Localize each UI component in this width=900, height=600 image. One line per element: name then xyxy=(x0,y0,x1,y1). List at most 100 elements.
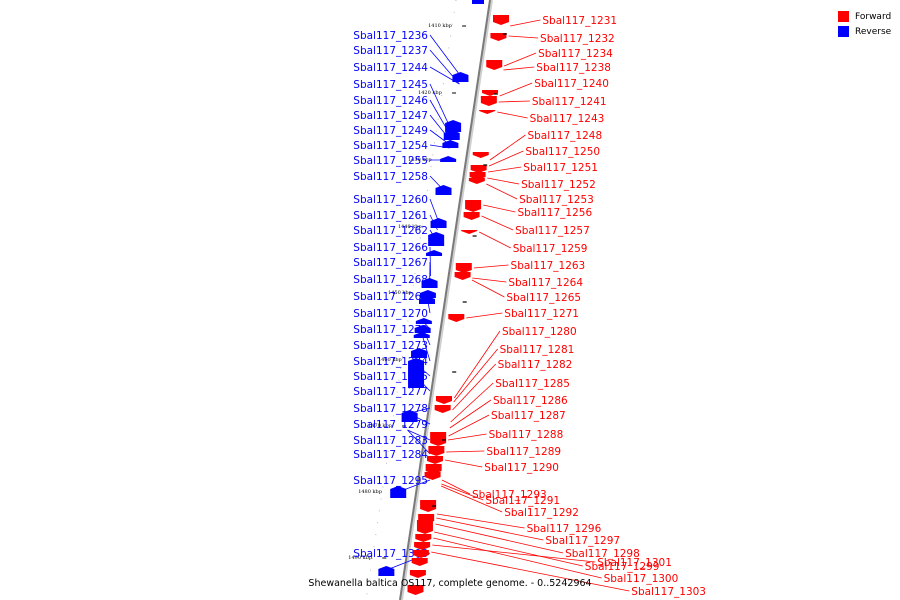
reverse-gene-label: Sbal117_1270 xyxy=(353,308,428,320)
forward-gene-connector xyxy=(479,231,511,249)
forward-gene-label: Sbal117_1238 xyxy=(536,62,611,74)
forward-gene-connector xyxy=(441,483,484,501)
reverse-gene-label: Sbal117_1245 xyxy=(353,79,428,91)
forward-gene-feature xyxy=(424,472,441,480)
forward-gene-feature xyxy=(425,464,442,474)
forward-gene-label: Sbal117_1285 xyxy=(495,378,570,390)
reverse-gene-feature xyxy=(419,290,436,298)
forward-gene-label: Sbal117_1257 xyxy=(515,225,590,237)
legend-forward-swatch xyxy=(838,11,849,22)
reverse-gene-connector xyxy=(407,429,431,441)
reverse-gene-label: Sbal117_1267 xyxy=(353,257,428,269)
reverse-gene-label: Sbal117_1255 xyxy=(353,155,428,167)
reverse-gene-label: Sbal117_1284 xyxy=(353,449,428,461)
reverse-gene-connector xyxy=(421,333,431,362)
forward-gene-label: Sbal117_1256 xyxy=(517,207,592,219)
forward-gene-connector xyxy=(471,279,505,298)
forward-gene-feature xyxy=(412,550,429,558)
legend-reverse-label: Reverse xyxy=(855,26,892,37)
forward-gene-feature xyxy=(430,432,447,446)
genome-caption: Shewanella baltica OS117, complete genom… xyxy=(308,578,592,589)
forward-gene-connector xyxy=(486,183,518,200)
forward-gene-connector xyxy=(434,531,583,567)
forward-gene-connector xyxy=(466,312,503,319)
reverse-gene-label: Sbal117_1262 xyxy=(353,225,428,237)
forward-gene-feature xyxy=(486,60,503,70)
forward-gene-label: Sbal117_1286 xyxy=(493,395,568,407)
forward-gene-feature xyxy=(428,446,445,456)
forward-gene-connector xyxy=(452,363,496,411)
forward-gene-feature xyxy=(420,500,437,512)
forward-gene-label: Sbal117_1292 xyxy=(504,507,579,519)
forward-gene-connector xyxy=(488,166,522,173)
forward-gene-label: Sbal117_1243 xyxy=(530,113,605,125)
forward-gene-connector xyxy=(503,52,537,67)
forward-gene-connector xyxy=(503,66,535,71)
reverse-gene-feature xyxy=(408,358,425,388)
reverse-gene-label: Sbal117_1266 xyxy=(353,242,428,254)
forward-gene-label: Sbal117_1303 xyxy=(631,586,706,598)
forward-gene-label: Sbal117_1271 xyxy=(504,308,579,320)
scale-tick-label: 1440 kbp xyxy=(398,224,422,230)
forward-gene-feature xyxy=(493,15,509,25)
reverse-gene-feature xyxy=(472,0,484,4)
reverse-gene-feature xyxy=(435,185,452,195)
scale-tick-label: 1430 kbp xyxy=(408,157,432,163)
forward-gene-feature xyxy=(454,272,471,280)
forward-gene-connector xyxy=(498,100,530,103)
forward-gene-feature xyxy=(436,396,452,404)
forward-gene-label: Sbal117_1299 xyxy=(585,561,660,573)
forward-gene-connector xyxy=(510,19,541,27)
reverse-gene-feature xyxy=(414,325,431,333)
forward-gene-feature xyxy=(482,90,499,96)
forward-gene-connector xyxy=(497,111,528,119)
forward-gene-label: Sbal117_1251 xyxy=(523,162,598,174)
forward-gene-feature xyxy=(434,405,451,413)
reverse-gene-label: Sbal117_1246 xyxy=(353,95,428,107)
forward-gene-connector xyxy=(450,382,494,423)
forward-gene-label: Sbal117_1264 xyxy=(508,277,583,289)
forward-gene-feature xyxy=(414,542,431,550)
forward-gene-feature xyxy=(448,314,465,322)
reverse-gene-feature xyxy=(426,250,443,256)
forward-gene-connector xyxy=(433,537,602,579)
scale-tick-label: 1470 kbp xyxy=(368,423,392,429)
scale-tick-label: 1410 kbp xyxy=(428,23,452,29)
reverse-gene-connector xyxy=(407,429,431,455)
reverse-gene-label: Sbal117_1277 xyxy=(353,386,428,398)
reverse-gene-feature xyxy=(440,156,457,162)
forward-gene-feature xyxy=(461,230,478,234)
reverse-gene-feature xyxy=(390,486,407,498)
forward-gene-label: Sbal117_1287 xyxy=(491,410,566,422)
forward-gene-connector xyxy=(441,479,471,495)
forward-gene-feature xyxy=(479,110,496,114)
reverse-gene-feature xyxy=(428,232,445,246)
forward-gene-connector xyxy=(499,82,533,97)
forward-gene-connector xyxy=(473,264,509,269)
forward-gene-feature xyxy=(409,570,426,578)
forward-gene-connector xyxy=(488,150,524,167)
forward-gene-connector xyxy=(449,399,492,429)
forward-gene-label: Sbal117_1280 xyxy=(502,326,577,338)
reverse-gene-label: Sbal117_1295 xyxy=(353,475,428,487)
reverse-gene-label: Sbal117_1236 xyxy=(353,30,428,42)
reverse-gene-feature xyxy=(419,296,435,304)
forward-gene-connector xyxy=(472,277,507,283)
forward-gene-feature xyxy=(480,96,497,106)
reverse-gene-label: Sbal117_1273 xyxy=(353,340,428,352)
reverse-gene-feature xyxy=(378,566,395,576)
forward-gene-connector xyxy=(489,134,526,161)
reverse-gene-connector xyxy=(429,198,440,223)
forward-gene-label: Sbal117_1263 xyxy=(511,260,586,272)
reverse-gene-label: Sbal117_1254 xyxy=(353,140,428,152)
forward-gene-connector xyxy=(436,517,544,541)
reverse-gene-label: Sbal117_1260 xyxy=(353,194,428,206)
forward-gene-connector xyxy=(483,204,516,213)
legend-reverse-swatch xyxy=(838,26,849,37)
reverse-gene-feature xyxy=(401,410,418,422)
reverse-gene-label: Sbal117_1249 xyxy=(353,125,428,137)
forward-gene-label: Sbal117_1298 xyxy=(565,548,640,560)
forward-gene-feature xyxy=(463,212,480,220)
forward-gene-feature xyxy=(470,165,487,173)
